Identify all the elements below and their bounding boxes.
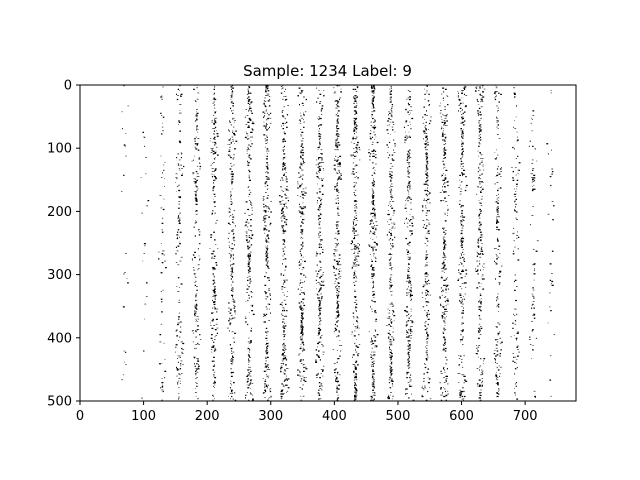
chart-title: Sample: 1234 Label: 9 <box>243 62 412 80</box>
plot-background <box>80 85 576 401</box>
x-tick-label: 300 <box>258 409 283 424</box>
y-tick-label: 0 <box>64 79 72 94</box>
y-tick-label: 400 <box>47 331 72 346</box>
y-tick-label: 500 <box>47 395 72 410</box>
y-tick-label: 200 <box>47 205 72 220</box>
plot-frame <box>79 84 577 402</box>
plot-area <box>79 84 577 402</box>
x-tick-label: 200 <box>195 409 220 424</box>
y-tick-label: 300 <box>47 268 72 283</box>
x-axis: 0 100 200 300 400 500 600 700 <box>76 401 538 424</box>
x-tick-label: 100 <box>131 409 156 424</box>
y-tick-label: 100 <box>47 142 72 157</box>
x-tick-label: 400 <box>322 409 347 424</box>
x-tick-label: 500 <box>386 409 411 424</box>
x-tick-label: 0 <box>76 409 84 424</box>
x-tick-label: 600 <box>449 409 474 424</box>
x-tick-label: 700 <box>513 409 538 424</box>
y-axis: 0 100 200 300 400 500 <box>47 79 80 410</box>
